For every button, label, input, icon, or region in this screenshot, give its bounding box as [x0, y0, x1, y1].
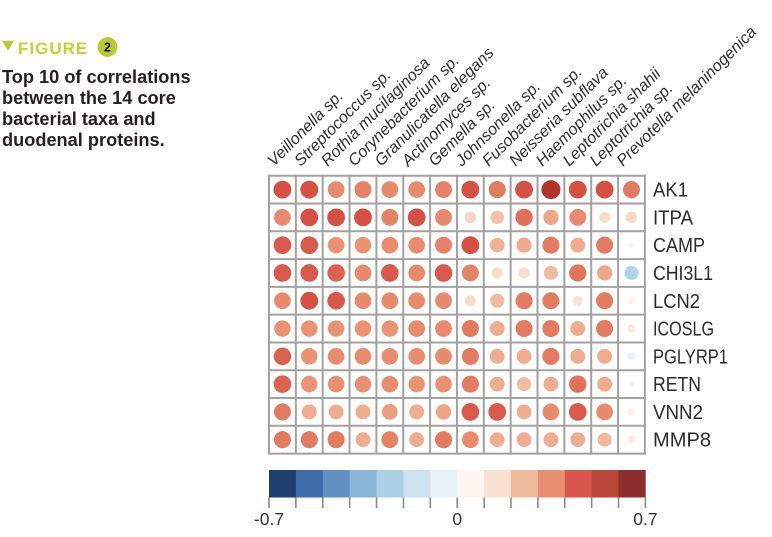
svg-text:bacterial taxa and: bacterial taxa and — [2, 109, 156, 129]
svg-text:-0.7: -0.7 — [254, 509, 284, 529]
svg-text:duodenal proteins.: duodenal proteins. — [2, 130, 165, 150]
svg-text:AK1: AK1 — [653, 179, 688, 202]
svg-text:CHI3L1: CHI3L1 — [653, 262, 713, 285]
svg-text:Top 10 of correlations: Top 10 of correlations — [2, 67, 191, 87]
svg-text:LCN2: LCN2 — [653, 290, 700, 313]
svg-text:PGLYRP1: PGLYRP1 — [653, 345, 728, 368]
svg-text:RETN: RETN — [653, 373, 701, 396]
svg-text:ICOSLG: ICOSLG — [653, 318, 714, 341]
svg-text:2: 2 — [104, 41, 111, 55]
svg-text:0: 0 — [452, 509, 462, 529]
svg-text:between the 14 core: between the 14 core — [2, 88, 176, 108]
svg-text:ITPA: ITPA — [653, 206, 693, 229]
svg-text:CAMP: CAMP — [653, 234, 705, 257]
svg-text:VNN2: VNN2 — [653, 401, 703, 424]
svg-text:MMP8: MMP8 — [653, 429, 711, 452]
svg-text:FIGURE: FIGURE — [18, 39, 88, 58]
svg-text:0.7: 0.7 — [633, 509, 657, 529]
